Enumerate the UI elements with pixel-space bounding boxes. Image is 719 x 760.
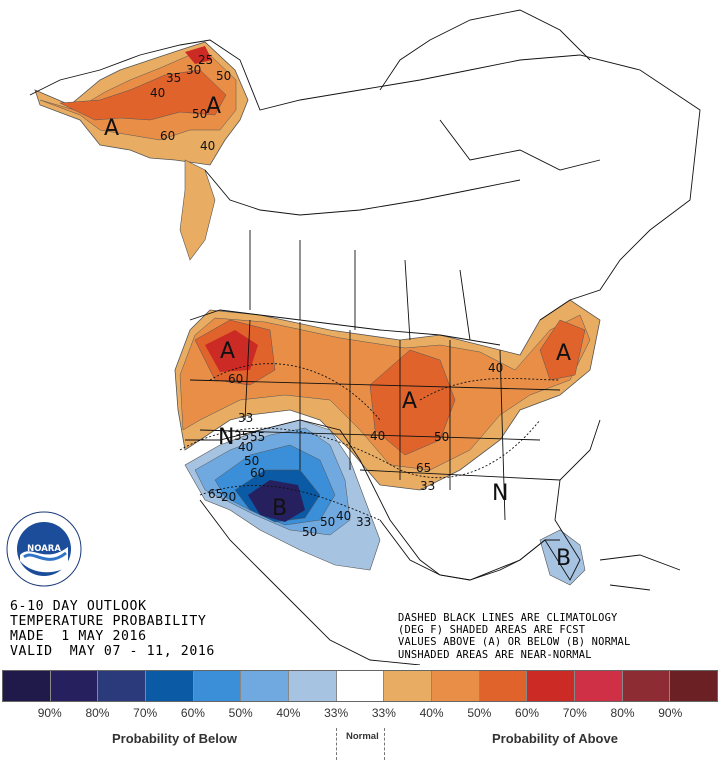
colorbar-swatch (432, 671, 480, 701)
label-n-west: N (218, 425, 234, 450)
normal-divider-right (384, 728, 385, 760)
contour-50e: 50 (320, 515, 335, 529)
contour-35: 35 (166, 71, 181, 85)
label-a-alaska-2: A (206, 94, 221, 119)
info-line-1: 6-10 DAY OUTLOOK (10, 599, 147, 614)
note-line-2: (DEG F) SHADED AREAS ARE FCST (398, 624, 586, 637)
colorbar-swatch (575, 671, 623, 701)
contour-50c: 50 (434, 430, 449, 444)
label-a-midwest: A (402, 389, 417, 414)
contour-50d: 50 (244, 454, 259, 468)
above-title: Probability of Above (492, 731, 618, 746)
contour-30: 30 (186, 63, 201, 77)
contour-40f: 40 (370, 429, 385, 443)
climatology-lines (179, 363, 561, 521)
contour-40e: 40 (336, 509, 351, 523)
contour-33c: 33 (356, 515, 371, 529)
normal-title: Normal (346, 731, 379, 742)
logo-text: NOARA (27, 544, 61, 554)
colorbar-tick: 50% (228, 706, 253, 720)
colorbar-tick: 33% (324, 706, 349, 720)
note-line-1: DASHED BLACK LINES ARE CLIMATOLOGY (398, 612, 618, 624)
colorbar-tick: 40% (276, 706, 301, 720)
contour-50b: 50 (192, 107, 207, 121)
colorbar-swatch (622, 671, 671, 701)
label-a-alaska-1: A (104, 116, 119, 141)
contour-40c: 40 (488, 361, 503, 375)
colorbar-swatch (527, 671, 576, 701)
colorbar-swatch (50, 671, 99, 701)
colorbar-tick: 33% (371, 706, 396, 720)
colorbar (2, 670, 718, 702)
info-line-2: TEMPERATURE PROBABILITY (10, 614, 207, 629)
contour-40b: 40 (200, 139, 215, 153)
label-a-northwest: A (220, 339, 235, 364)
contour-60c: 60 (250, 466, 265, 480)
label-b-florida: B (556, 546, 571, 571)
label-a-northeast: A (556, 341, 571, 366)
colorbar-swatch (670, 671, 718, 701)
note-line-3: VALUES ABOVE (A) OR BELOW (B) NORMAL (398, 636, 631, 649)
label-n-southeast: N (492, 481, 508, 506)
label-b-southwest: B (272, 496, 287, 521)
contour-20: 20 (221, 490, 236, 504)
colorbar-swatch (384, 671, 433, 701)
colorbar-swatch (479, 671, 528, 701)
colorbar-tick: 40% (419, 706, 444, 720)
outlook-map: A A A A A B B N N 25 30 35 40 50 50 40 6… (29, 9, 701, 665)
colorbar-swatch (289, 671, 337, 701)
colorbar-swatch (241, 671, 290, 701)
alaska-region (34, 41, 249, 166)
contour-33b: 33 (238, 411, 253, 425)
noaa-logo: NOARA (6, 511, 82, 587)
colorbar-swatch (336, 671, 385, 701)
colorbar-tick: 70% (562, 706, 587, 720)
normal-divider-left (336, 728, 337, 760)
colorbar-tick: 60% (180, 706, 205, 720)
colorbar-swatch (146, 671, 194, 701)
contour-50f: 50 (302, 525, 317, 539)
contour-65a: 65 (416, 461, 431, 475)
colorbar-swatch (193, 671, 242, 701)
contour-65b: 65 (208, 487, 223, 501)
colorbar-swatch (3, 671, 51, 701)
colorbar-tick: 50% (467, 706, 492, 720)
contour-40d: 40 (238, 440, 253, 454)
info-line-4: VALID MAY 07 - 11, 2016 (10, 644, 215, 659)
us-above-region (174, 299, 601, 491)
colorbar-tick: 70% (133, 706, 158, 720)
contour-55: 55 (250, 430, 265, 444)
colorbar-tick: 90% (37, 706, 62, 720)
boundaries (29, 9, 701, 665)
colorbar-tick: 90% (658, 706, 683, 720)
contour-33a: 33 (420, 479, 435, 493)
colorbar-tick: 60% (515, 706, 540, 720)
legend-note: DASHED BLACK LINES ARE CLIMATOLOGY (DEG F… (398, 612, 630, 661)
below-title: Probability of Below (112, 731, 237, 746)
contour-35b: 35 (234, 429, 249, 443)
note-line-4: UNSHADED AREAS ARE NEAR-NORMAL (398, 648, 592, 661)
info-line-3: MADE 1 MAY 2016 (10, 629, 147, 644)
colorbar-ticks: 90% 80% 70% 60% 50% 40% 33% 33% 40% 50% 60% 70% 80% 9… (2, 706, 718, 722)
outlook-info: 6-10 DAY OUTLOOK TEMPERATURE PROBABILITY M… (10, 599, 215, 659)
southwest-below-region (184, 419, 381, 571)
colorbar-tick: 80% (610, 706, 635, 720)
contour-60b: 60 (228, 372, 243, 386)
contour-25: 25 (198, 53, 213, 67)
colorbar-swatch (98, 671, 147, 701)
contour-50a: 50 (216, 69, 231, 83)
contour-60a: 60 (160, 129, 175, 143)
contour-40a: 40 (150, 86, 165, 100)
colorbar-tick: 80% (85, 706, 110, 720)
